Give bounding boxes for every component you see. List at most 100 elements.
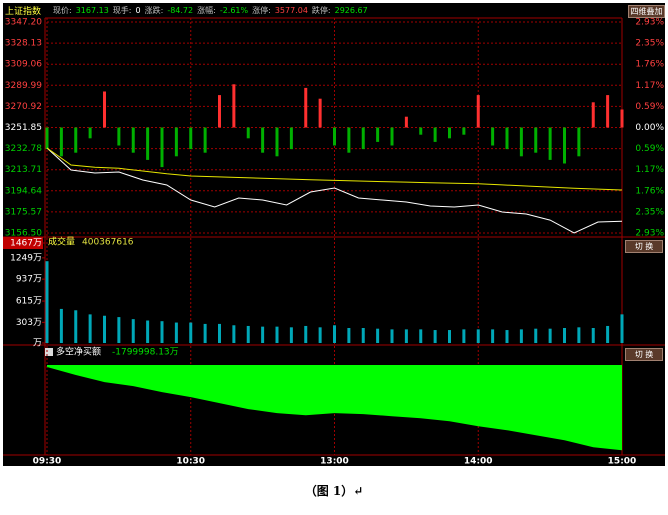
bar — [261, 326, 265, 343]
bar — [419, 329, 423, 343]
bar — [131, 319, 135, 343]
y-tick-label: 3156.50 — [5, 229, 42, 239]
volume-total: 400367616 — [82, 238, 134, 248]
y2-tick-label: 2.93% — [635, 18, 664, 28]
bar — [563, 328, 566, 343]
bar — [577, 327, 581, 343]
quote-field: 3167.13 — [75, 5, 109, 15]
bar — [419, 127, 423, 135]
price-line — [46, 147, 623, 191]
bar — [404, 329, 408, 343]
bar — [462, 329, 466, 343]
quote-field: 现价: — [53, 5, 72, 15]
bar — [476, 95, 480, 128]
y2-tick-label: 2.35% — [635, 208, 664, 218]
bar — [232, 84, 236, 128]
y-tick-label: 3328.13 — [5, 39, 42, 49]
x-tick-label: 15:00 — [608, 457, 637, 467]
bar — [189, 127, 193, 150]
x-tick-label: 10:30 — [176, 457, 205, 467]
bar — [203, 127, 207, 153]
bar — [606, 325, 610, 343]
y2-tick-label: 0.59% — [635, 144, 664, 154]
bar — [174, 127, 178, 157]
bar — [548, 328, 552, 343]
y-tick-label: 3270.92 — [5, 102, 42, 112]
index-name: 上证指数 — [5, 6, 42, 17]
bar — [45, 261, 49, 343]
bar — [289, 127, 293, 150]
bar — [189, 322, 193, 343]
bar — [232, 325, 236, 343]
bar — [491, 127, 495, 146]
bar — [548, 127, 552, 160]
y2-tick-label: 2.93% — [635, 229, 664, 239]
bar — [361, 328, 365, 343]
bar — [448, 127, 451, 139]
bar — [505, 127, 509, 150]
y-tick-label: 3213.71 — [5, 165, 42, 175]
bar — [534, 127, 538, 153]
switch-button[interactable]: 切 换 — [625, 240, 663, 253]
y-tick-label: 937万 — [16, 275, 42, 285]
bar — [246, 127, 250, 139]
overlay-button[interactable]: 四维叠加 — [628, 5, 665, 18]
bar — [103, 91, 106, 128]
bar — [534, 328, 538, 343]
quote-field: 涨跌: — [144, 5, 164, 15]
bar — [246, 325, 250, 343]
bar — [347, 127, 351, 153]
y-tick-label: 3347.20 — [5, 18, 42, 28]
x-tick-label: 13:00 — [320, 457, 349, 467]
chart: 成交量 400367616 多空净买额 -1799998.13万 09:30 10… — [3, 3, 665, 467]
bar — [519, 329, 523, 343]
net-title: 多空净买额 — [56, 346, 101, 358]
quote-field: 跌停: — [311, 5, 331, 15]
y-tick-label: 1249万 — [10, 253, 42, 263]
y-tick-label: 1467万 — [10, 239, 42, 249]
y2-tick-label: 1.76% — [635, 186, 664, 196]
bar — [103, 315, 106, 343]
bar — [361, 127, 365, 150]
y2-tick-label: 2.35% — [635, 38, 664, 48]
quote-field: 涨停: — [252, 5, 271, 15]
bar — [203, 323, 207, 343]
quote-field: -2.61% — [219, 5, 249, 15]
bar — [620, 314, 624, 343]
bar — [304, 325, 308, 343]
bar — [333, 127, 336, 146]
bar — [505, 330, 509, 343]
y-tick-label: 万 — [33, 339, 42, 349]
bar — [160, 321, 164, 343]
bar — [390, 329, 394, 343]
bar — [620, 109, 624, 128]
bar — [160, 127, 164, 168]
bar — [390, 127, 394, 146]
switch-button[interactable]: 切 换 — [625, 348, 663, 361]
bar — [304, 87, 308, 128]
bar — [376, 127, 380, 142]
bar — [577, 127, 581, 157]
bar — [433, 330, 437, 343]
bar — [218, 95, 221, 128]
bar — [146, 127, 150, 160]
y-tick-label: 3251.85 — [5, 123, 42, 133]
bar — [462, 127, 466, 135]
bar — [476, 329, 480, 343]
quote-field: 0 — [135, 5, 141, 15]
bar — [275, 127, 279, 157]
bar — [448, 330, 451, 343]
y-tick-label: 303万 — [16, 318, 42, 328]
bar — [404, 116, 408, 128]
quote-field: -84.72 — [167, 5, 194, 15]
bar — [563, 127, 566, 164]
x-tick-label: 09:30 — [33, 457, 62, 467]
net-readout: -1799998.13万 — [112, 348, 179, 358]
bar — [591, 328, 595, 343]
bar — [376, 328, 380, 343]
bar — [591, 102, 595, 128]
volume-title: 成交量 — [48, 236, 75, 248]
bar — [131, 127, 135, 153]
bar — [318, 98, 322, 128]
icon — [45, 348, 53, 356]
